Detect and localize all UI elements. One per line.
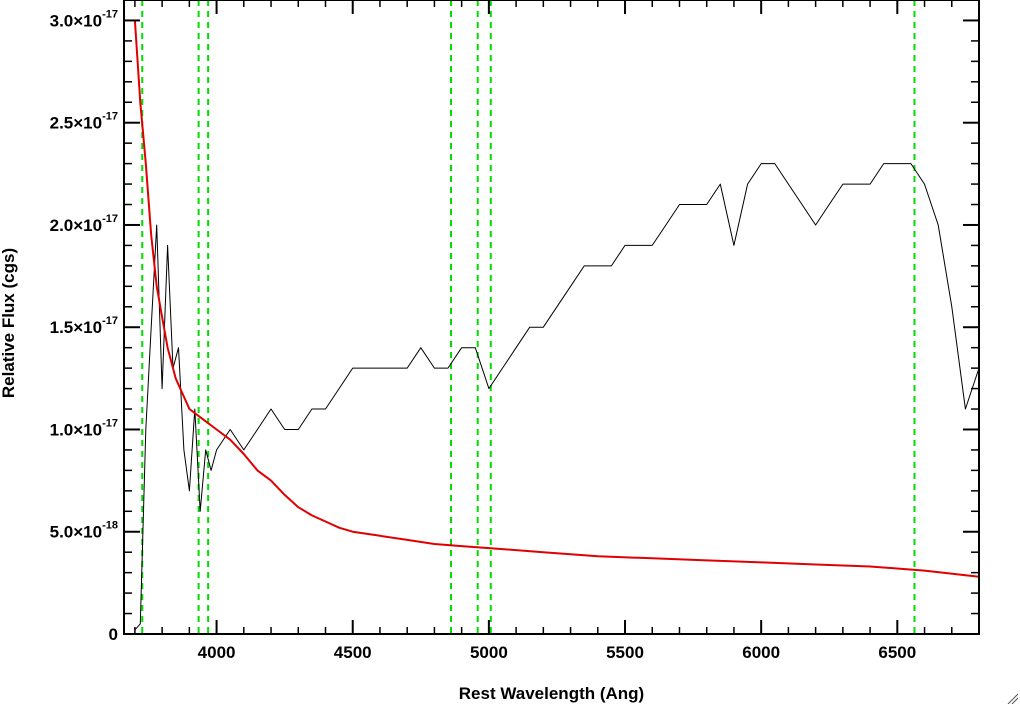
- series-line-1: [134, 163, 980, 631]
- x-tick-label: 6500: [878, 643, 916, 662]
- y-axis-title: Relative Flux (cgs): [0, 248, 18, 398]
- y-tick-label: 3.0×10-17: [50, 8, 118, 30]
- x-tick-label: 4500: [334, 643, 372, 662]
- series-line-2: [133, 20, 980, 578]
- resize-grip-icon[interactable]: [1006, 692, 1018, 704]
- y-tick-label: 5.0×10-18: [50, 520, 118, 542]
- series-layer: [133, 20, 980, 631]
- x-axis: 4000 4500 5000 5500 6000 6500: [134, 0, 980, 662]
- x-axis-title: Rest Wavelength (Ang): [459, 684, 644, 703]
- y-axis: 0 5.0×10-18 1.0×10-17 1.5×10-17 2.0×10-17 2.5…: [50, 8, 979, 644]
- y-tick-label: 1.5×10-17: [50, 315, 118, 337]
- y-tick-label: 2.0×10-17: [50, 213, 118, 235]
- x-tick-label: 5500: [606, 643, 644, 662]
- y-tick-label: 0: [109, 625, 118, 644]
- x-tick-label: 4000: [198, 643, 236, 662]
- y-tick-label: 2.5×10-17: [50, 111, 118, 133]
- x-tick-label: 5000: [470, 643, 508, 662]
- x-tick-label: 6000: [742, 643, 780, 662]
- plot-frame: [123, 0, 980, 635]
- y-tick-label: 1.0×10-17: [50, 417, 118, 439]
- marker-lines: [141, 0, 916, 634]
